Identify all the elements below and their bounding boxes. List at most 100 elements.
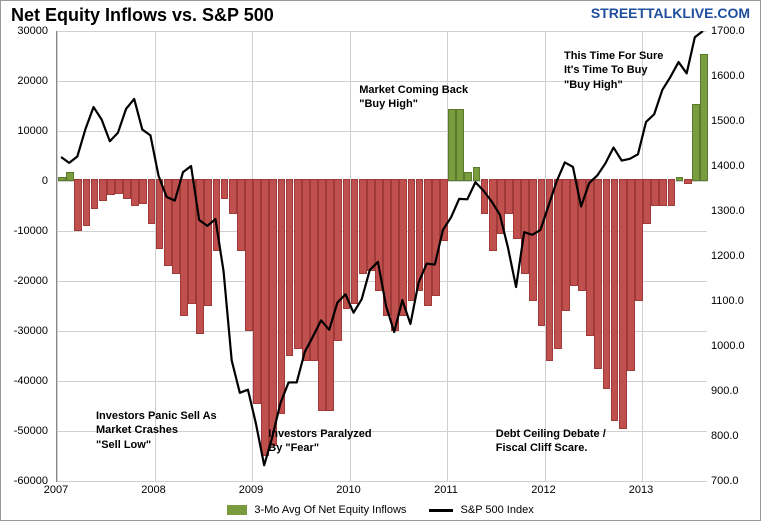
legend-item-bars: 3-Mo Avg Of Net Equity Inflows bbox=[227, 504, 406, 516]
flow-bar bbox=[481, 179, 489, 214]
legend-line-label: S&P 500 Index bbox=[461, 504, 534, 516]
flow-bar bbox=[204, 179, 212, 306]
legend-item-line: S&P 500 Index bbox=[429, 504, 533, 516]
flow-bar bbox=[213, 179, 221, 251]
flow-bar bbox=[408, 179, 416, 301]
flow-bar bbox=[367, 179, 375, 271]
flow-bar bbox=[343, 179, 351, 309]
flow-bar bbox=[196, 179, 204, 334]
flow-bar bbox=[651, 179, 659, 206]
flow-bar bbox=[302, 179, 310, 361]
grid-line bbox=[57, 31, 58, 481]
flow-bar bbox=[221, 179, 229, 199]
flow-bar bbox=[554, 179, 562, 349]
flow-bar bbox=[603, 179, 611, 389]
flow-bar bbox=[115, 179, 123, 194]
y-axis-left-label: -10000 bbox=[3, 225, 48, 237]
annotation: Debt Ceiling Debate /Fiscal Cliff Scare. bbox=[496, 427, 606, 456]
flow-bar bbox=[538, 179, 546, 326]
y-axis-left-label: -20000 bbox=[3, 275, 48, 287]
flow-bar bbox=[351, 179, 359, 304]
y-axis-left-label: 30000 bbox=[3, 25, 48, 37]
chart-container: Net Equity Inflows vs. S&P 500 STREETTAL… bbox=[0, 0, 761, 521]
y-axis-right-label: 1100.0 bbox=[711, 295, 761, 307]
flow-bar bbox=[286, 179, 294, 356]
flow-bar bbox=[66, 172, 74, 182]
y-axis-right-label: 1000.0 bbox=[711, 340, 761, 352]
flow-bar bbox=[139, 179, 147, 204]
flow-bar bbox=[627, 179, 635, 371]
flow-bar bbox=[99, 179, 107, 201]
flow-bar bbox=[383, 179, 391, 316]
x-axis-label: 2013 bbox=[629, 484, 653, 496]
flow-bar bbox=[684, 179, 692, 184]
chart-title: Net Equity Inflows vs. S&P 500 bbox=[11, 5, 274, 26]
flow-bar bbox=[473, 167, 481, 182]
y-axis-left-label: 0 bbox=[3, 175, 48, 187]
y-axis-right-label: 1600.0 bbox=[711, 70, 761, 82]
legend-bar-label: 3-Mo Avg Of Net Equity Inflows bbox=[254, 504, 406, 516]
y-axis-right-label: 800.0 bbox=[711, 430, 761, 442]
y-axis-right-label: 1200.0 bbox=[711, 250, 761, 262]
flow-bar bbox=[148, 179, 156, 224]
annotation: Market Coming Back"Buy High" bbox=[359, 83, 468, 112]
flow-bar bbox=[180, 179, 188, 316]
legend: 3-Mo Avg Of Net Equity Inflows S&P 500 I… bbox=[1, 504, 760, 516]
flow-bar bbox=[399, 179, 407, 316]
flow-bar bbox=[635, 179, 643, 301]
flow-bar bbox=[229, 179, 237, 214]
flow-bar bbox=[700, 54, 708, 181]
flow-bar bbox=[440, 179, 448, 241]
flow-bar bbox=[464, 172, 472, 182]
flow-bar bbox=[58, 177, 66, 182]
x-axis-label: 2010 bbox=[336, 484, 360, 496]
flow-bar bbox=[424, 179, 432, 306]
flow-bar bbox=[676, 177, 684, 182]
source-attribution: STREETTALKLIVE.COM bbox=[591, 5, 750, 21]
flow-bar bbox=[91, 179, 99, 209]
flow-bar bbox=[643, 179, 651, 224]
y-axis-right-label: 900.0 bbox=[711, 385, 761, 397]
flow-bar bbox=[334, 179, 342, 341]
flow-bar bbox=[318, 179, 326, 411]
flow-bar bbox=[326, 179, 334, 411]
x-axis-label: 2012 bbox=[531, 484, 555, 496]
flow-bar bbox=[513, 179, 521, 239]
flow-bar bbox=[375, 179, 383, 291]
flow-bar bbox=[74, 179, 82, 231]
flow-bar bbox=[578, 179, 586, 291]
flow-bar bbox=[164, 179, 172, 266]
flow-bar bbox=[294, 179, 302, 349]
flow-bar bbox=[521, 179, 529, 274]
y-axis-right-label: 1400.0 bbox=[711, 160, 761, 172]
flow-bar bbox=[253, 179, 261, 404]
flow-bar bbox=[611, 179, 619, 421]
x-axis-label: 2009 bbox=[239, 484, 263, 496]
flow-bar bbox=[456, 109, 464, 181]
flow-bar bbox=[391, 179, 399, 331]
y-axis-left-label: 10000 bbox=[3, 125, 48, 137]
x-axis-label: 2007 bbox=[44, 484, 68, 496]
flow-bar bbox=[570, 179, 578, 286]
grid-line bbox=[57, 481, 707, 482]
flow-bar bbox=[269, 179, 277, 446]
flow-bar bbox=[188, 179, 196, 304]
flow-bar bbox=[416, 179, 424, 291]
y-axis-left-label: -40000 bbox=[3, 375, 48, 387]
legend-swatch-icon bbox=[227, 505, 247, 515]
flow-bar bbox=[83, 179, 91, 226]
flow-bar bbox=[107, 179, 115, 195]
y-axis-right-label: 700.0 bbox=[711, 475, 761, 487]
flow-bar bbox=[586, 179, 594, 336]
annotation: This Time For SureIt's Time To Buy"Buy H… bbox=[564, 49, 663, 92]
annotation: Investors Panic Sell AsMarket Crashes"Se… bbox=[96, 409, 217, 452]
flow-bar bbox=[245, 179, 253, 331]
y-axis-right-label: 1300.0 bbox=[711, 205, 761, 217]
y-axis-left-label: -60000 bbox=[3, 475, 48, 487]
y-axis-right-label: 1700.0 bbox=[711, 25, 761, 37]
flow-bar bbox=[505, 179, 513, 214]
flow-bar bbox=[562, 179, 570, 311]
flow-bar bbox=[594, 179, 602, 369]
flow-bar bbox=[359, 179, 367, 274]
legend-line-icon bbox=[429, 509, 453, 512]
